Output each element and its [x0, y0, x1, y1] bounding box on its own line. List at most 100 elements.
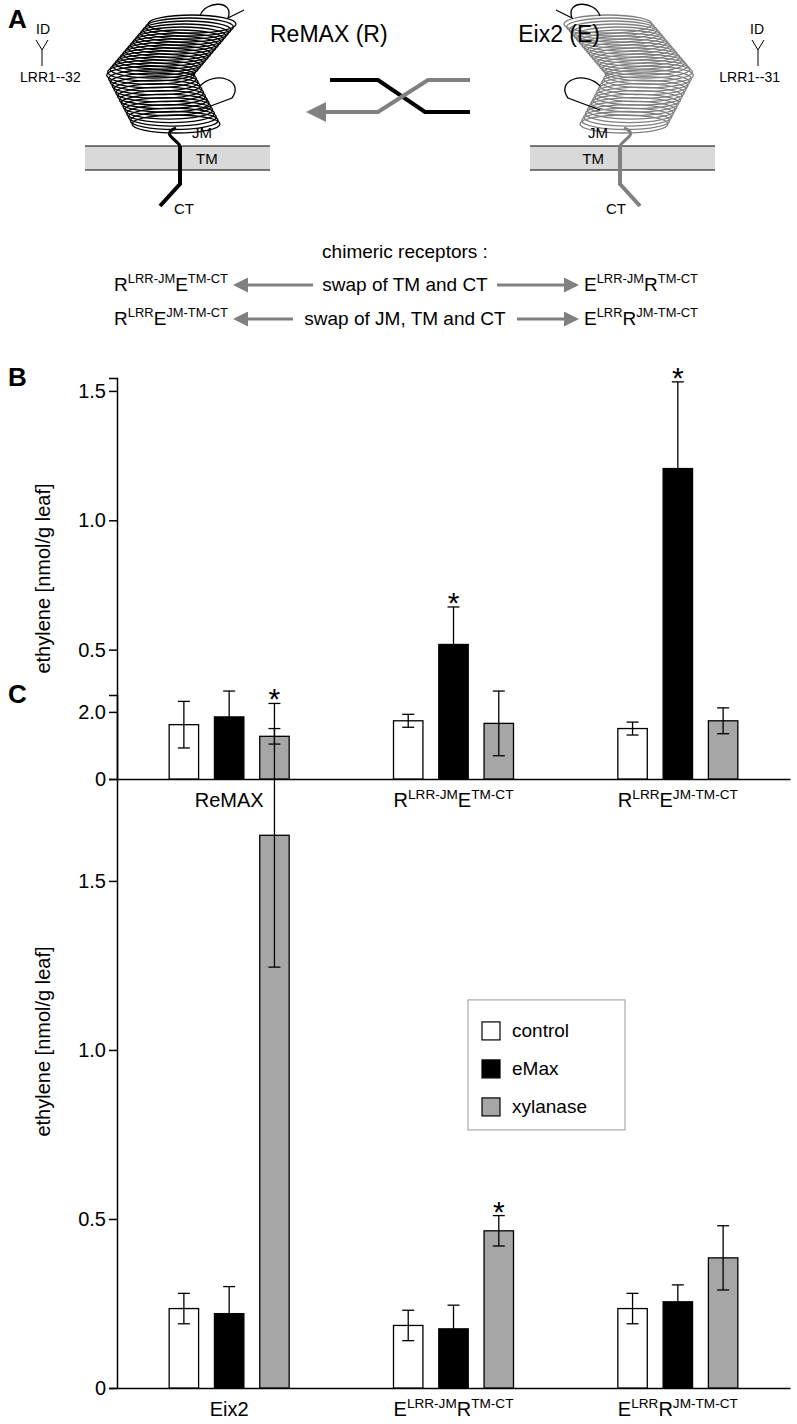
- error-line: [632, 722, 633, 735]
- id-glyph: [36, 40, 48, 66]
- superscript: LRR-JM: [407, 1396, 457, 1411]
- domain-label: LRR1--32: [20, 69, 81, 85]
- bar: [484, 1231, 513, 1388]
- x-tick-label: ELRR-JMRTM-CT: [394, 1396, 514, 1420]
- superscript: JM-TM-CT: [166, 305, 228, 320]
- text-part: R: [114, 308, 128, 329]
- superscript: LRR-JM: [597, 271, 644, 286]
- significance: *: [269, 682, 281, 715]
- plot-area: [169, 703, 738, 1388]
- error-cap: [448, 681, 460, 682]
- domain-label: CT: [606, 200, 626, 217]
- chimera-label: ELRRRJM-TM-CT: [584, 305, 698, 329]
- x-tick-label: ELRRRJM-TM-CT: [618, 1396, 738, 1420]
- error-line: [722, 708, 723, 734]
- error-cap: [627, 721, 639, 722]
- series: [169, 1293, 647, 1388]
- membrane-edge: [85, 170, 270, 171]
- text-part: E: [584, 274, 597, 295]
- error-cap: [672, 1284, 684, 1285]
- text-part: E: [175, 274, 188, 295]
- arrow: [497, 284, 576, 287]
- error-line: [274, 703, 275, 967]
- error-cap: [448, 1352, 460, 1353]
- chart: Cethylene [nmol/g leaf]00.51.01.52.0Eix2…: [8, 679, 791, 1420]
- text-part: E: [458, 789, 471, 811]
- error-cap: [223, 1286, 235, 1287]
- bar: [394, 721, 423, 779]
- superscript: TM-CT: [188, 271, 228, 286]
- text-part: E: [618, 1398, 631, 1420]
- y-tick-mark: [109, 881, 117, 883]
- superscript: JM-TM-CT: [673, 1396, 738, 1411]
- y-tick-label: 2.0: [78, 701, 106, 723]
- domain-label: JM: [588, 124, 608, 141]
- error-cap: [627, 734, 639, 735]
- series: [260, 703, 738, 1388]
- text-part: E: [154, 308, 167, 329]
- superscript: LRR: [631, 1396, 658, 1411]
- receptor-name: ReMAX (R): [270, 21, 388, 47]
- text-part: R: [394, 789, 408, 811]
- swap-arrow: [310, 80, 470, 112]
- legend: controleMaxxylanase: [468, 1000, 625, 1130]
- error-cap: [223, 1340, 235, 1341]
- tm-ct-segment: [620, 146, 640, 206]
- chimera-label: ELRR-JMRTM-CT: [584, 271, 698, 295]
- error-bar: [627, 1293, 639, 1323]
- error-cap: [402, 1340, 414, 1341]
- panel-label: A: [8, 4, 27, 34]
- error-line: [229, 691, 230, 743]
- y-tick: 2.0: [78, 701, 117, 723]
- error-bar: [223, 1287, 235, 1341]
- x-tick-label: Eix2: [210, 1398, 249, 1420]
- superscript: LRR: [128, 305, 154, 320]
- y-tick: 1.5: [78, 870, 117, 892]
- swap-text: swap of JM, TM and CT: [304, 308, 506, 329]
- y-tick-mark: [109, 649, 117, 651]
- id-glyph: [752, 40, 764, 66]
- y-tick: 1.0: [78, 1039, 117, 1061]
- text-part: R: [457, 1398, 471, 1420]
- error-cap: [717, 733, 729, 734]
- error-cap: [178, 701, 190, 702]
- arrow: [236, 284, 313, 287]
- panel-a: AReMAX (R)JMTMCTIDLRR1--32Eix2 (E)JMTMCT…: [8, 4, 780, 329]
- y-axis-line: [109, 696, 118, 1389]
- y-tick: 0.5: [78, 639, 117, 661]
- tm-ct-segment: [160, 146, 180, 206]
- error-cap: [178, 1293, 190, 1294]
- receptor: Eix2 (E)JMTMCTIDLRR1--31: [518, 4, 780, 217]
- error-cap: [402, 727, 414, 728]
- chimera-label: RLRREJM-TM-CT: [114, 305, 228, 329]
- y-tick-label: 0: [95, 768, 106, 790]
- error-cap: [717, 1289, 729, 1290]
- text-part: R: [658, 1398, 672, 1420]
- significance: *: [493, 1195, 505, 1228]
- legend-label: control: [512, 1020, 569, 1041]
- legend-swatch: [482, 1098, 500, 1116]
- series: [260, 691, 738, 779]
- superscript: TM-CT: [471, 787, 513, 802]
- cap-loop: [556, 4, 600, 18]
- x-tick: RLRR-JMETM-CT: [394, 779, 514, 811]
- chimera-label: RLRR-JMETM-CT: [114, 271, 228, 295]
- error-bar: [717, 708, 729, 734]
- x-tick-label: ReMAX: [195, 789, 264, 811]
- error-bar: [178, 701, 190, 748]
- error-line: [229, 1287, 230, 1341]
- x-tick: ReMAX: [195, 779, 264, 811]
- jm-segment: [169, 128, 180, 146]
- error-cap: [178, 747, 190, 748]
- y-axis: 00.51.01.5: [78, 379, 117, 790]
- legend-label: xylanase: [512, 1096, 587, 1117]
- receptor-name: Eix2 (E): [518, 21, 600, 47]
- error-line: [453, 1305, 454, 1352]
- error-cap: [672, 1318, 684, 1319]
- text-part: R: [114, 274, 128, 295]
- jm-segment: [620, 128, 631, 146]
- swap-text: swap of TM and CT: [322, 274, 488, 295]
- panel-label: C: [8, 679, 27, 709]
- error-cap: [223, 742, 235, 743]
- axis-title: ethylene [nmol/g leaf]: [32, 946, 54, 1136]
